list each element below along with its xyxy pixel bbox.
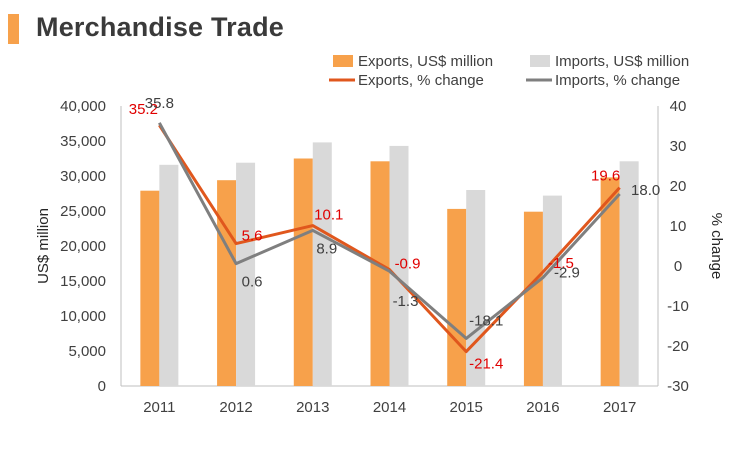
data-label-imports-pct: 0.6 bbox=[242, 274, 263, 291]
x-tick-label: 2011 bbox=[143, 399, 175, 416]
data-label-imports-pct: -1.3 bbox=[393, 293, 419, 310]
legend-exports-bar-label: Exports, US$ million bbox=[358, 53, 493, 70]
legend-imports-line-label: Imports, % change bbox=[555, 72, 680, 89]
bar-imports-2014 bbox=[389, 145, 409, 386]
y2-tick-label: 40 bbox=[670, 98, 687, 115]
bar-imports-2017 bbox=[619, 161, 639, 386]
y2-axis-label: % change bbox=[708, 213, 725, 280]
y2-tick-label: -30 bbox=[667, 378, 689, 395]
x-tick-label: 2014 bbox=[373, 399, 406, 416]
y-tick-label: 40,000 bbox=[60, 98, 106, 115]
y-tick-label: 10,000 bbox=[60, 308, 106, 325]
bar-exports-2014 bbox=[370, 161, 390, 386]
bar-imports-2012 bbox=[236, 162, 256, 386]
y-tick-label: 20,000 bbox=[60, 238, 106, 255]
data-label-imports-pct: 8.9 bbox=[316, 240, 337, 257]
legend-exports-bar-swatch bbox=[333, 55, 353, 67]
bar-imports-2013 bbox=[312, 142, 332, 386]
x-tick-label: 2015 bbox=[450, 399, 483, 416]
y2-tick-label: -10 bbox=[667, 298, 689, 315]
bar-imports-2016 bbox=[542, 195, 562, 386]
page-title: Merchandise Trade bbox=[36, 12, 284, 42]
y2-tick-label: -20 bbox=[667, 338, 689, 355]
data-label-exports-pct: 35.2 bbox=[129, 101, 158, 118]
data-label-exports-pct: 19.6 bbox=[591, 168, 620, 185]
bar-exports-2015 bbox=[447, 208, 467, 386]
data-label-exports-pct: 10.1 bbox=[314, 207, 343, 224]
x-tick-label: 2012 bbox=[219, 399, 252, 416]
data-label-imports-pct: 18.0 bbox=[631, 182, 660, 199]
data-label-exports-pct: -1.5 bbox=[548, 255, 574, 272]
y-tick-label: 30,000 bbox=[60, 168, 106, 185]
bar-imports-2011 bbox=[159, 164, 179, 386]
data-label-exports-pct: -0.9 bbox=[395, 256, 421, 273]
y2-tick-label: 0 bbox=[674, 258, 682, 275]
line-imports-pct bbox=[158, 122, 621, 340]
y2-tick-label: 30 bbox=[670, 138, 687, 155]
legend-imports-bar-swatch bbox=[530, 55, 550, 67]
bar-exports-2016 bbox=[523, 211, 543, 386]
y-tick-label: 25,000 bbox=[60, 203, 106, 220]
y-tick-label: 5,000 bbox=[68, 343, 106, 360]
data-label-exports-pct: 5.6 bbox=[242, 228, 263, 245]
y-axis-label: US$ million bbox=[35, 208, 52, 284]
y2-tick-label: 20 bbox=[670, 178, 687, 195]
legend-imports-bar-label: Imports, US$ million bbox=[555, 53, 689, 70]
bar-exports-2017 bbox=[600, 177, 620, 386]
y-tick-label: 15,000 bbox=[60, 273, 106, 290]
x-tick-label: 2016 bbox=[526, 399, 559, 416]
data-label-imports-pct: -18.1 bbox=[469, 312, 503, 329]
y-tick-label: 0 bbox=[98, 378, 106, 395]
data-label-imports-pct: 35.8 bbox=[145, 95, 174, 112]
data-label-imports-pct: -2.9 bbox=[554, 265, 580, 282]
bar-exports-2012 bbox=[217, 180, 237, 386]
bar-exports-2011 bbox=[140, 190, 160, 386]
legend-exports-line-label: Exports, % change bbox=[358, 72, 484, 89]
title-accent-bar bbox=[8, 14, 19, 44]
data-label-exports-pct: -21.4 bbox=[469, 356, 503, 373]
x-tick-label: 2017 bbox=[603, 399, 636, 416]
y-tick-label: 35,000 bbox=[60, 133, 106, 150]
y2-tick-label: 10 bbox=[670, 218, 687, 235]
x-tick-label: 2013 bbox=[296, 399, 329, 416]
bar-exports-2013 bbox=[293, 158, 313, 386]
